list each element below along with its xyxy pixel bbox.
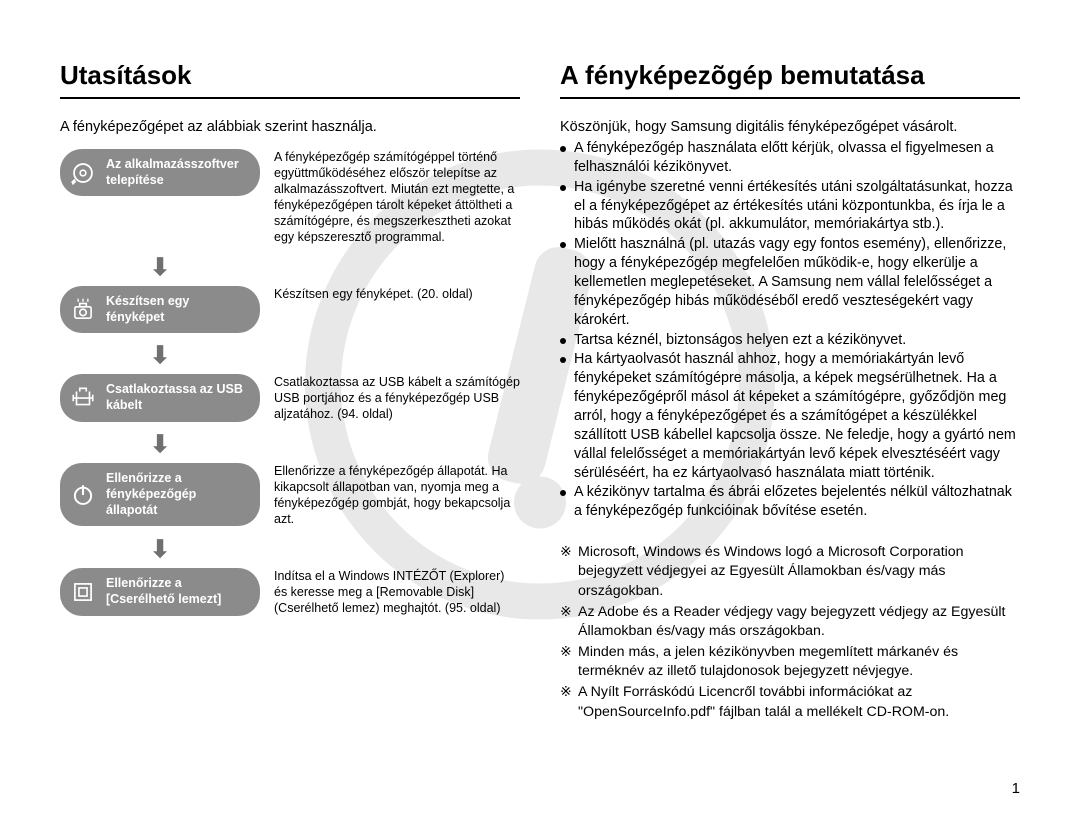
bullet-list: A fényképezőgép használata előtt kérjük,…: [560, 139, 1020, 521]
bullet-item: Ha kártyaolvasót használ ahhoz, hogy a m…: [560, 350, 1020, 482]
power-icon: [68, 480, 98, 510]
step-row: Az alkalmazásszoftver telepítése A fényk…: [60, 149, 520, 245]
page-number: 1: [1012, 780, 1020, 797]
bullet-item: Ha igénybe szeretné venni értékesítés ut…: [560, 178, 1020, 235]
notes-list: Microsoft, Windows és Windows logó a Mic…: [560, 543, 1020, 722]
thanks-text: Köszönjük, hogy Samsung digitális fényké…: [560, 119, 1020, 135]
step-pill: Ellenőrizze a [Cserélhető lemezt]: [60, 568, 260, 615]
down-arrow-icon: ⬇: [150, 535, 170, 564]
right-heading: A fényképezõgép bemutatása: [560, 60, 1020, 99]
step-label: Az alkalmazásszoftver telepítése: [106, 157, 248, 188]
right-column: A fényképezõgép bemutatása Köszönjük, ho…: [560, 60, 1020, 724]
step-desc: Ellenőrizze a fényképezőgép állapotát. H…: [260, 463, 520, 527]
left-heading: Utasítások: [60, 60, 520, 99]
down-arrow-icon: ⬇: [150, 430, 170, 459]
bullet-item: A kézikönyv tartalma és ábrái előzetes b…: [560, 483, 1020, 521]
bullet-item: Mielőtt használná (pl. utazás vagy egy f…: [560, 235, 1020, 329]
left-column: Utasítások A fényképezőgépet az alábbiak…: [60, 60, 520, 724]
camera-icon: [68, 295, 98, 325]
step-row: Készítsen egy fényképet Készítsen egy fé…: [60, 286, 520, 333]
bullet-item: A fényképezőgép használata előtt kérjük,…: [560, 139, 1020, 177]
step-desc: Csatlakoztassa az USB kábelt a számítógé…: [260, 374, 520, 422]
step-desc: A fényképezőgép számítógéppel történő eg…: [260, 149, 520, 245]
note-item: Microsoft, Windows és Windows logó a Mic…: [560, 543, 1020, 601]
step-label: Készítsen egy fényképet: [106, 294, 248, 325]
down-arrow-icon: ⬇: [150, 341, 170, 370]
step-label: Ellenőrizze a [Cserélhető lemezt]: [106, 576, 248, 607]
note-item: A Nyílt Forráskódú Licencről további inf…: [560, 683, 1020, 721]
note-item: Minden más, a jelen kézikönyvben megemlí…: [560, 643, 1020, 681]
step-row: Csatlakoztassa az USB kábelt Csatlakozta…: [60, 374, 520, 422]
step-pill: Csatlakoztassa az USB kábelt: [60, 374, 260, 421]
disk-icon: [68, 577, 98, 607]
step-pill: Az alkalmazásszoftver telepítése: [60, 149, 260, 196]
cd-icon: [68, 158, 98, 188]
step-row: Ellenőrizze a fényképezőgép állapotát El…: [60, 463, 520, 527]
down-arrow-icon: ⬇: [150, 253, 170, 282]
step-row: Ellenőrizze a [Cserélhető lemezt] Indíts…: [60, 568, 520, 616]
left-intro: A fényképezőgépet az alábbiak szerint ha…: [60, 119, 520, 135]
step-label: Ellenőrizze a fényképezőgép állapotát: [106, 471, 248, 518]
steps-list: Az alkalmazásszoftver telepítése A fényk…: [60, 149, 520, 616]
note-item: Az Adobe és a Reader védjegy vagy bejegy…: [560, 603, 1020, 641]
step-pill: Készítsen egy fényképet: [60, 286, 260, 333]
usb-icon: [68, 383, 98, 413]
step-pill: Ellenőrizze a fényképezőgép állapotát: [60, 463, 260, 526]
step-desc: Készítsen egy fényképet. (20. oldal): [260, 286, 520, 302]
bullet-item: Tartsa kéznél, biztonságos helyen ezt a …: [560, 331, 1020, 350]
step-desc: Indítsa el a Windows INTÉZŐT (Explorer) …: [260, 568, 520, 616]
step-label: Csatlakoztassa az USB kábelt: [106, 382, 248, 413]
